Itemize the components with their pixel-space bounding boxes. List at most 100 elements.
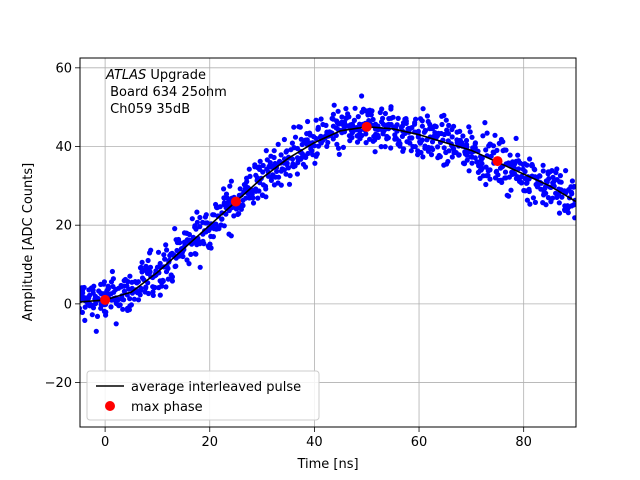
scatter-point [143,284,149,290]
scatter-point [138,287,144,293]
scatter-point [217,204,223,210]
scatter-point [309,148,315,154]
scatter-point [305,150,311,157]
scatter-point [311,143,318,149]
scatter-point [385,135,391,141]
scatter-point [556,200,562,206]
scatter-point [527,156,533,162]
scatter-point [260,162,266,169]
scatter-point [313,117,319,123]
scatter-point [569,178,576,184]
scatter-point [115,296,122,303]
scatter-point [482,120,488,126]
scatter-point [263,194,269,200]
max-phase-layer [100,121,503,305]
scatter-point [291,124,297,130]
scatter-point [228,178,234,184]
scatter-point [120,306,126,312]
scatter-point [415,128,421,134]
scatter-point [490,143,497,149]
x-ticks: 0 20 40 60 80 [101,427,532,450]
scatter-point [250,200,257,206]
scatter-point [105,283,111,289]
scatter-point [372,137,378,143]
legend: average interleaved pulse max phase [86,370,320,421]
scatter-point [323,122,329,128]
scatter-point [370,116,376,123]
scatter-point [267,160,273,166]
scatter-point [484,130,490,136]
scatter-point [275,141,281,147]
scatter-point [425,148,431,154]
scatter-point [204,220,210,226]
scatter-point [441,112,447,118]
scatter-point [172,226,178,232]
scatter-point [208,245,214,251]
scatter-point [126,307,132,313]
scatter-point [162,256,168,262]
scatter-point [127,296,133,302]
scatter-point [137,292,143,298]
scatter-point [127,273,133,279]
scatter-point [557,173,564,179]
scatter-point [334,141,340,147]
scatter-point [363,131,369,137]
scatter-point [569,191,575,197]
scatter-point [98,305,104,311]
scatter-point [246,166,252,172]
scatter-point [207,241,213,247]
scatter-point [424,113,430,119]
x-tick-label: 40 [306,435,323,450]
scatter-point [313,135,319,142]
scatter-point [238,206,244,212]
y-tick-label: −20 [45,376,72,391]
scatter-point [318,116,324,122]
scatter-point [540,162,546,168]
annotation-line2: Board 634 25ohm [106,85,227,100]
scatter-point [139,275,146,281]
scatter-point [169,278,175,284]
scatter-point [463,137,470,144]
x-tick-label: 20 [201,435,218,450]
scatter-point [437,154,443,160]
scatter-point [524,162,530,168]
scatter-point [283,171,289,177]
scatter-point [388,106,394,112]
scatter-point [121,288,127,294]
scatter-point [291,164,297,170]
scatter-point [495,172,501,178]
scatter-point [295,160,301,166]
plot-frame [79,57,577,428]
scatter-point [380,129,386,135]
scatter-point [506,193,512,199]
scatter-point [193,226,199,232]
scatter-point [480,133,486,139]
scatter-point [479,161,485,167]
scatter-point [466,124,472,130]
scatter-point [287,173,293,179]
scatter-point [542,185,548,192]
scatter-point [90,305,97,311]
scatter-point [550,195,556,201]
scatter-point [527,201,533,207]
scatter-point [256,188,262,194]
scatter-point [540,168,546,174]
scatter-point [378,144,384,150]
scatter-point [101,281,107,287]
scatter-point [145,290,152,297]
scatter-point [307,130,313,136]
legend-label-pulse: average interleaved pulse [131,380,301,395]
scatter-point [554,166,560,172]
scatter-point [150,289,156,295]
scatter-point [117,302,123,308]
scatter-point [508,187,514,193]
scatter-point [351,117,357,123]
scatter-point [157,260,163,267]
scatter-point [331,102,337,108]
scatter-point [82,317,88,323]
scatter-point [197,264,203,270]
scatter-point [263,148,269,154]
scatter-point [487,176,493,182]
scatter-point [418,149,424,156]
scatter-point [189,216,195,222]
